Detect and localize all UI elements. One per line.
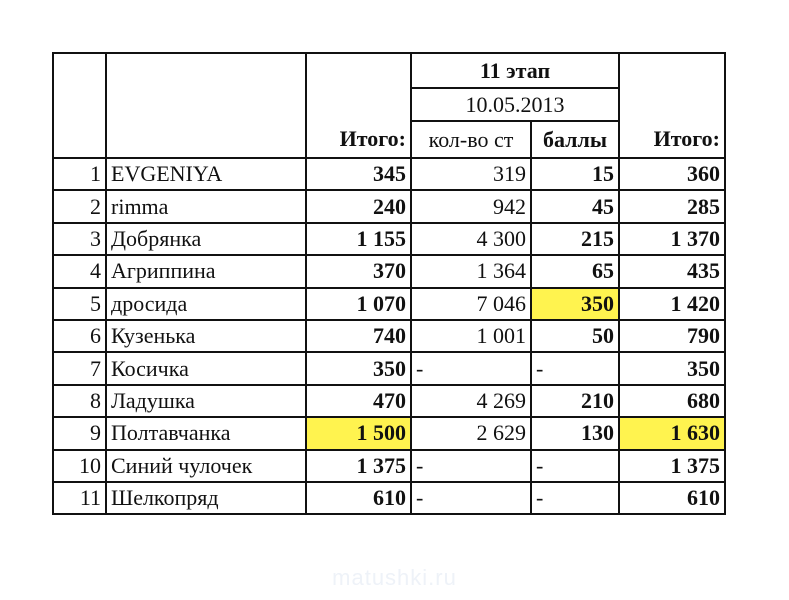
- cell-value: 1 375: [618, 448, 727, 483]
- cell-value: 350: [529, 286, 621, 321]
- table-row: 5 дросида 1 070 7 046 350 1 420: [52, 286, 727, 321]
- cell-value: 319: [410, 156, 532, 192]
- cell-value: 1 420: [618, 286, 727, 321]
- row-number: 9: [52, 416, 107, 451]
- cell-value: 680: [618, 383, 727, 419]
- cell-value: 942: [410, 189, 532, 224]
- header-cell: [618, 52, 727, 121]
- cell-value: 610: [618, 480, 727, 516]
- cell-value: 4 269: [410, 383, 532, 419]
- table-row: 9 Полтавчанка 1 500 2 629 130 1 630: [52, 416, 727, 451]
- header-cell: [105, 52, 307, 159]
- cell-value: 740: [305, 318, 412, 354]
- stage: 11 этап: [409, 52, 621, 89]
- participant-name: Шелкопряд: [105, 480, 307, 516]
- table-body: 11 этап 10.05.2013 Итого: кол-во ст балл…: [52, 52, 727, 516]
- cell-value: 350: [618, 351, 727, 386]
- participant-name: дросида: [105, 286, 307, 321]
- participant-name: Добрянка: [105, 221, 307, 257]
- cell-value: 285: [618, 189, 727, 224]
- cell-value: 50: [529, 318, 621, 354]
- participant-name: Полтавчанка: [105, 416, 307, 451]
- cell-value: 1 155: [305, 221, 412, 257]
- cell-value: 1 500: [305, 416, 412, 451]
- cell-value: 1 630: [618, 416, 727, 451]
- cell-value: 45: [529, 189, 621, 224]
- table-row: 8 Ладушка 470 4 269 210 680: [52, 383, 727, 419]
- cell-value: 15: [529, 156, 621, 192]
- cell-value: 1 001: [410, 318, 532, 354]
- watermark: matushki.ru: [332, 565, 457, 590]
- row-number: 5: [52, 286, 107, 321]
- cell-value: 350: [305, 351, 412, 386]
- participant-name: Кузенька: [105, 318, 307, 354]
- cell-value: 1 364: [410, 254, 532, 289]
- table-row: 7 Косичка 350- -350: [52, 351, 727, 386]
- table-row: 2 rimma 240 942 45 285: [52, 189, 727, 224]
- table-row: 6 Кузенька 740 1 001 50 790: [52, 318, 727, 354]
- row-number: 1: [52, 156, 107, 192]
- cell-value: 210: [529, 383, 621, 419]
- table-row: 11 Шелкопряд 610- -610: [52, 480, 727, 516]
- row-number: 10: [52, 448, 107, 483]
- cell-value: 360: [618, 156, 727, 192]
- cell-value: 790: [618, 318, 727, 354]
- header-cell: [305, 52, 412, 121]
- cell-value: -: [410, 448, 532, 483]
- column-header: кол-во ст: [410, 120, 532, 159]
- column-header: Итого:: [305, 121, 412, 159]
- row-number: 3: [52, 221, 107, 257]
- table-row: 1 EVGENIYA 345 319 15 360: [52, 156, 727, 192]
- row-number: 2: [52, 189, 107, 224]
- row-number: 6: [52, 318, 107, 354]
- row-number: 4: [52, 254, 107, 289]
- table-row: 10 Синий чулочек 1 375- -1 375: [52, 448, 727, 483]
- column-header: баллы: [529, 120, 621, 159]
- date: 10.05.2013: [409, 87, 621, 122]
- header-cell: [52, 52, 107, 159]
- cell-value: 2 629: [410, 416, 532, 451]
- cell-value: 345: [305, 156, 412, 192]
- cell-value: 1 375: [305, 448, 412, 483]
- row-number: 11: [52, 480, 107, 516]
- cell-value: -: [410, 480, 532, 516]
- cell-value: 130: [529, 416, 621, 451]
- column-header: Итого:: [618, 121, 727, 159]
- cell-value: 7 046: [410, 286, 532, 321]
- table-row: 3 Добрянка 1 155 4 300 215 1 370: [52, 221, 727, 257]
- cell-value: 610: [305, 480, 412, 516]
- cell-value: 1 070: [305, 286, 412, 321]
- cell-value: 370: [305, 254, 412, 289]
- cell-value: -: [529, 480, 621, 516]
- participant-name: EVGENIYA: [105, 156, 307, 192]
- cell-value: 435: [618, 254, 727, 289]
- row-number: 8: [52, 383, 107, 419]
- cell-value: 1 370: [618, 221, 727, 257]
- row-number: 7: [52, 351, 107, 386]
- table-row: 4 Агриппина 370 1 364 65 435: [52, 254, 727, 289]
- cell-value: 4 300: [410, 221, 532, 257]
- cell-value: 65: [529, 254, 621, 289]
- cell-value: 470: [305, 383, 412, 419]
- cell-value: 240: [305, 189, 412, 224]
- cell-value: -: [529, 351, 621, 386]
- cell-value: 215: [529, 221, 621, 257]
- participant-name: Агриппина: [105, 254, 307, 289]
- results-table: 11 этап 10.05.2013 Итого: кол-во ст балл…: [52, 52, 727, 516]
- participant-name: rimma: [105, 189, 307, 224]
- participant-name: Синий чулочек: [105, 448, 307, 483]
- cell-value: -: [529, 448, 621, 483]
- cell-value: -: [410, 351, 532, 386]
- participant-name: Косичка: [105, 351, 307, 386]
- participant-name: Ладушка: [105, 383, 307, 419]
